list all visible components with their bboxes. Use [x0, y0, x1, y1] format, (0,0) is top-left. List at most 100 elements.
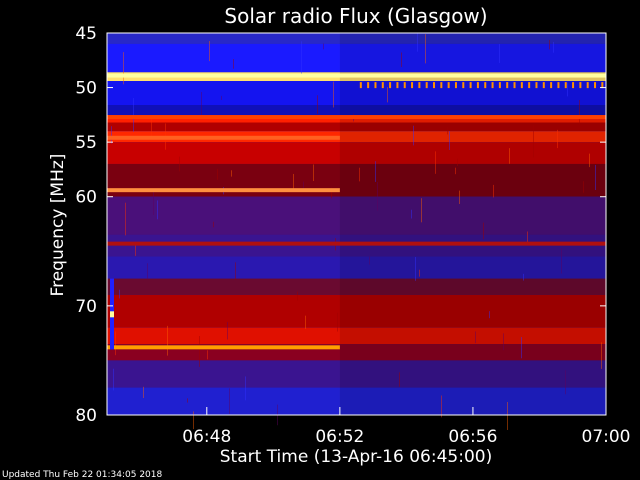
noise-streak: [333, 81, 334, 108]
noise-streak: [595, 164, 596, 191]
noise-streak: [521, 337, 522, 359]
noise-streak: [449, 131, 450, 150]
frequency-band: [107, 142, 606, 164]
frequency-band: [107, 234, 606, 257]
frequency-band: [107, 256, 606, 279]
interference-spike: [381, 82, 384, 89]
noise-streak: [601, 342, 602, 369]
noise-streak: [499, 44, 500, 63]
interference-spike: [535, 82, 538, 89]
emission-line: [107, 73, 606, 78]
frequency-band: [107, 122, 606, 132]
noise-streak: [115, 331, 116, 356]
noise-streak: [441, 395, 442, 418]
x-tick-label: 06:52: [315, 427, 364, 447]
interference-spike: [447, 82, 450, 89]
interference-spike: [374, 82, 377, 89]
interference-spike: [513, 82, 516, 89]
noise-streak: [527, 231, 528, 243]
noise-streak: [579, 100, 580, 125]
noise-streak: [411, 209, 412, 219]
time-segment-shade: [339, 33, 606, 415]
noise-streak: [157, 200, 158, 220]
noise-streak: [417, 33, 418, 52]
noise-streak: [507, 402, 508, 430]
noise-streak: [179, 156, 180, 172]
interference-spike: [440, 82, 443, 89]
noise-streak: [359, 167, 360, 182]
noise-streak: [399, 372, 400, 387]
x-tick-label: 06:48: [182, 427, 231, 447]
interference-spike: [403, 82, 406, 89]
noise-streak: [337, 312, 338, 332]
y-tick-label: 45: [75, 24, 97, 44]
plot-area: [106, 32, 607, 430]
noise-streak: [413, 125, 414, 146]
noise-streak: [387, 87, 388, 103]
noise-streak: [375, 161, 376, 182]
noise-streak: [305, 315, 306, 329]
noise-streak: [235, 262, 236, 280]
interference-spike: [425, 82, 428, 89]
frequency-band: [107, 43, 606, 73]
noise-streak: [113, 368, 114, 391]
noise-streak: [231, 170, 232, 177]
noise-streak: [523, 273, 524, 281]
noise-streak: [419, 269, 420, 277]
chart-title: Solar radio Flux (Glasgow): [224, 4, 487, 28]
x-axis-label: Start Time (13-Apr-16 06:45:00): [220, 447, 492, 467]
update-timestamp: Updated Thu Feb 22 01:34:05 2018: [2, 470, 163, 480]
interference-spike: [367, 82, 370, 89]
noise-streak: [125, 202, 126, 236]
noise-streak: [217, 168, 218, 180]
noise-streak: [303, 181, 304, 192]
frequency-band: [107, 360, 606, 388]
noise-streak: [143, 386, 144, 398]
y-axis: 45 50 55 60 70 80: [75, 24, 606, 426]
noise-streak: [561, 248, 562, 274]
frequency-band: [107, 278, 606, 295]
y-tick-label: 60: [75, 188, 97, 208]
noise-streak: [201, 91, 202, 118]
noise-streak: [301, 41, 302, 75]
noise-streak: [323, 43, 324, 50]
frequency-band: [107, 327, 606, 345]
interference-spike: [491, 82, 494, 89]
interference-spike: [572, 82, 575, 89]
noise-streak: [133, 98, 134, 132]
noise-streak: [207, 350, 208, 360]
noise-streak: [119, 289, 120, 299]
noise-streak: [297, 291, 298, 301]
noise-streak: [549, 39, 550, 50]
interference-spike: [484, 82, 487, 89]
noise-streak: [425, 34, 426, 64]
interference-spike: [601, 82, 604, 89]
x-tick-label: 07:00: [582, 427, 631, 447]
noise-streak: [111, 126, 112, 144]
noise-streak: [455, 167, 456, 175]
noise-streak: [421, 198, 422, 223]
noise-streak: [503, 333, 504, 351]
noise-streak: [135, 241, 136, 256]
noise-streak: [233, 59, 234, 69]
interference-spike: [586, 82, 589, 89]
noise-streak: [187, 398, 188, 403]
noise-streak: [435, 151, 436, 174]
noise-streak: [475, 331, 476, 344]
interference-spike: [594, 82, 597, 89]
noise-streak: [293, 173, 294, 192]
noise-streak: [245, 376, 246, 401]
y-tick-label: 50: [75, 79, 97, 99]
noise-streak: [213, 221, 214, 228]
frequency-band: [107, 387, 606, 415]
noise-streak: [123, 52, 124, 85]
interference-spike: [411, 82, 414, 89]
noise-streak: [565, 370, 566, 395]
interference-spike: [498, 82, 501, 89]
interference-spike: [520, 82, 523, 89]
noise-streak: [377, 182, 378, 211]
noise-streak: [153, 190, 154, 215]
noise-streak: [317, 95, 318, 114]
noise-streak: [401, 52, 402, 68]
interference-spike: [389, 82, 392, 89]
